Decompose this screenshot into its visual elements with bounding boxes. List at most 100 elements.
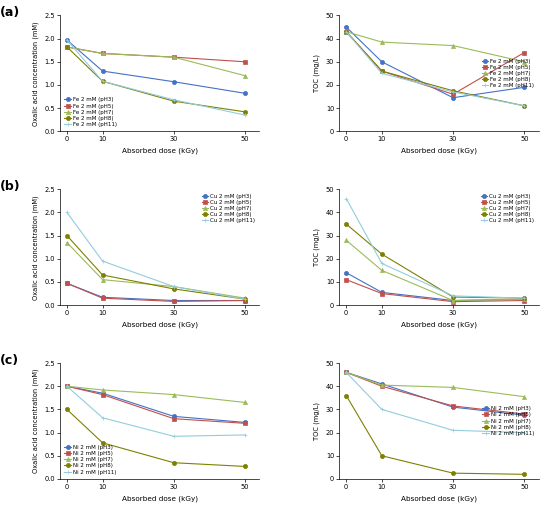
Line: Ni 2 mM (pH3): Ni 2 mM (pH3) <box>65 384 247 424</box>
Fe 2 mM (pH11) <box>100 78 106 84</box>
Cu 2 mM (pH3) <box>242 298 248 304</box>
Cu 2 mM (pH11) <box>521 295 528 301</box>
Cu 2 mM (pH5) <box>450 299 456 305</box>
Fe 2 mM (pH3) <box>343 24 349 30</box>
Fe 2 mM (pH7) <box>100 50 106 57</box>
X-axis label: Absorbed dose (kGy): Absorbed dose (kGy) <box>401 148 477 154</box>
Cu 2 mM (pH7) <box>343 237 349 244</box>
Ni 2 mM (pH3) <box>379 381 385 387</box>
Ni 2 mM (pH8) <box>171 460 177 466</box>
Fe 2 mM (pH11) <box>171 97 177 103</box>
Cu 2 mM (pH5) <box>379 290 385 297</box>
Ni 2 mM (pH3) <box>521 412 528 418</box>
Fe 2 mM (pH7) <box>521 59 528 65</box>
Ni 2 mM (pH7) <box>100 387 106 393</box>
Legend: Ni 2 mM (pH3), Ni 2 mM (pH5), Ni 2 mM (pH7), Ni 2 mM (pH8), Ni 2 mM (pH11): Ni 2 mM (pH3), Ni 2 mM (pH5), Ni 2 mM (p… <box>481 405 536 437</box>
Cu 2 mM (pH5) <box>64 280 70 286</box>
Fe 2 mM (pH7) <box>450 43 456 49</box>
Ni 2 mM (pH7) <box>379 382 385 388</box>
Ni 2 mM (pH11) <box>379 406 385 413</box>
Cu 2 mM (pH11) <box>343 195 349 201</box>
Fe 2 mM (pH7) <box>343 29 349 35</box>
Cu 2 mM (pH7) <box>379 267 385 273</box>
X-axis label: Absorbed dose (kGy): Absorbed dose (kGy) <box>121 495 197 502</box>
Ni 2 mM (pH8) <box>379 453 385 459</box>
Cu 2 mM (pH5) <box>242 298 248 304</box>
Cu 2 mM (pH11) <box>379 261 385 267</box>
Line: Ni 2 mM (pH8): Ni 2 mM (pH8) <box>65 407 247 469</box>
Ni 2 mM (pH11) <box>100 415 106 421</box>
Fe 2 mM (pH7) <box>379 39 385 45</box>
Ni 2 mM (pH5) <box>100 391 106 398</box>
Fe 2 mM (pH5) <box>450 91 456 97</box>
Line: Cu 2 mM (pH7): Cu 2 mM (pH7) <box>65 241 247 300</box>
Cu 2 mM (pH11) <box>100 258 106 264</box>
Fe 2 mM (pH8) <box>343 29 349 35</box>
Cu 2 mM (pH8) <box>242 296 248 302</box>
Fe 2 mM (pH3) <box>450 95 456 101</box>
Cu 2 mM (pH7) <box>64 239 70 246</box>
Fe 2 mM (pH5) <box>242 59 248 65</box>
Ni 2 mM (pH3) <box>343 369 349 375</box>
Cu 2 mM (pH5) <box>343 277 349 283</box>
Fe 2 mM (pH11) <box>450 89 456 95</box>
Cu 2 mM (pH3) <box>521 296 528 302</box>
X-axis label: Absorbed dose (kGy): Absorbed dose (kGy) <box>401 321 477 328</box>
Ni 2 mM (pH3) <box>100 390 106 397</box>
Ni 2 mM (pH7) <box>242 400 248 406</box>
Cu 2 mM (pH8) <box>521 295 528 301</box>
Y-axis label: TOC (mg/L): TOC (mg/L) <box>314 55 320 92</box>
Ni 2 mM (pH11) <box>450 427 456 434</box>
Ni 2 mM (pH7) <box>450 384 456 390</box>
Cu 2 mM (pH8) <box>100 272 106 278</box>
X-axis label: Absorbed dose (kGy): Absorbed dose (kGy) <box>121 148 197 154</box>
Fe 2 mM (pH8) <box>171 98 177 104</box>
Line: Ni 2 mM (pH11): Ni 2 mM (pH11) <box>344 370 527 435</box>
Line: Fe 2 mM (pH11): Fe 2 mM (pH11) <box>65 38 247 117</box>
Line: Cu 2 mM (pH3): Cu 2 mM (pH3) <box>344 270 527 303</box>
Legend: Cu 2 mM (pH3), Cu 2 mM (pH5), Cu 2 mM (pH7), Cu 2 mM (pH8), Cu 2 mM (pH11): Cu 2 mM (pH3), Cu 2 mM (pH5), Cu 2 mM (p… <box>200 192 257 225</box>
X-axis label: Absorbed dose (kGy): Absorbed dose (kGy) <box>121 321 197 328</box>
Cu 2 mM (pH11) <box>171 283 177 289</box>
Cu 2 mM (pH7) <box>450 298 456 304</box>
Ni 2 mM (pH11) <box>64 383 70 389</box>
Fe 2 mM (pH5) <box>171 54 177 60</box>
Ni 2 mM (pH11) <box>521 430 528 436</box>
Legend: Ni 2 mM (pH3), Ni 2 mM (pH5), Ni 2 mM (pH7), Ni 2 mM (pH8), Ni 2 mM (pH11): Ni 2 mM (pH3), Ni 2 mM (pH5), Ni 2 mM (p… <box>63 443 118 476</box>
Y-axis label: Oxalic acid concentration (mM): Oxalic acid concentration (mM) <box>32 369 39 473</box>
Cu 2 mM (pH3) <box>450 298 456 304</box>
Ni 2 mM (pH3) <box>242 419 248 425</box>
Cu 2 mM (pH7) <box>521 296 528 302</box>
Fe 2 mM (pH8) <box>64 44 70 50</box>
Ni 2 mM (pH5) <box>171 416 177 422</box>
Cu 2 mM (pH3) <box>100 294 106 300</box>
Ni 2 mM (pH8) <box>343 392 349 399</box>
Fe 2 mM (pH3) <box>379 59 385 65</box>
Text: (c): (c) <box>0 354 19 367</box>
Line: Cu 2 mM (pH7): Cu 2 mM (pH7) <box>344 238 527 303</box>
Cu 2 mM (pH5) <box>521 298 528 304</box>
Fe 2 mM (pH8) <box>379 68 385 74</box>
Ni 2 mM (pH8) <box>64 406 70 413</box>
Cu 2 mM (pH7) <box>100 277 106 283</box>
Line: Cu 2 mM (pH3): Cu 2 mM (pH3) <box>65 281 247 303</box>
Line: Ni 2 mM (pH7): Ni 2 mM (pH7) <box>344 370 527 399</box>
Line: Cu 2 mM (pH5): Cu 2 mM (pH5) <box>344 278 527 304</box>
Ni 2 mM (pH3) <box>171 413 177 419</box>
Cu 2 mM (pH7) <box>171 283 177 289</box>
Y-axis label: Oxalic acid concentration (mM): Oxalic acid concentration (mM) <box>32 195 39 300</box>
Fe 2 mM (pH5) <box>100 50 106 57</box>
Ni 2 mM (pH8) <box>521 471 528 477</box>
Y-axis label: TOC (mg/L): TOC (mg/L) <box>314 228 320 266</box>
Line: Ni 2 mM (pH7): Ni 2 mM (pH7) <box>65 384 247 405</box>
Legend: Fe 2 mM (pH3), Fe 2 mM (pH5), Fe 2 mM (pH7), Fe 2 mM (pH8), Fe 2 mM (pH11): Fe 2 mM (pH3), Fe 2 mM (pH5), Fe 2 mM (p… <box>63 96 118 129</box>
Y-axis label: TOC (mg/L): TOC (mg/L) <box>314 402 320 440</box>
Cu 2 mM (pH8) <box>64 233 70 239</box>
Ni 2 mM (pH8) <box>100 440 106 446</box>
Fe 2 mM (pH8) <box>242 109 248 115</box>
Legend: Fe 2 mM (pH3), Fe 2 mM (pH5), Fe 2 mM (pH7), Fe 2 mM (pH8), Fe 2 mM (pH11): Fe 2 mM (pH3), Fe 2 mM (pH5), Fe 2 mM (p… <box>480 57 536 90</box>
Line: Fe 2 mM (pH8): Fe 2 mM (pH8) <box>65 45 247 114</box>
Ni 2 mM (pH5) <box>450 403 456 409</box>
Text: (b): (b) <box>0 180 21 193</box>
Fe 2 mM (pH11) <box>343 29 349 35</box>
